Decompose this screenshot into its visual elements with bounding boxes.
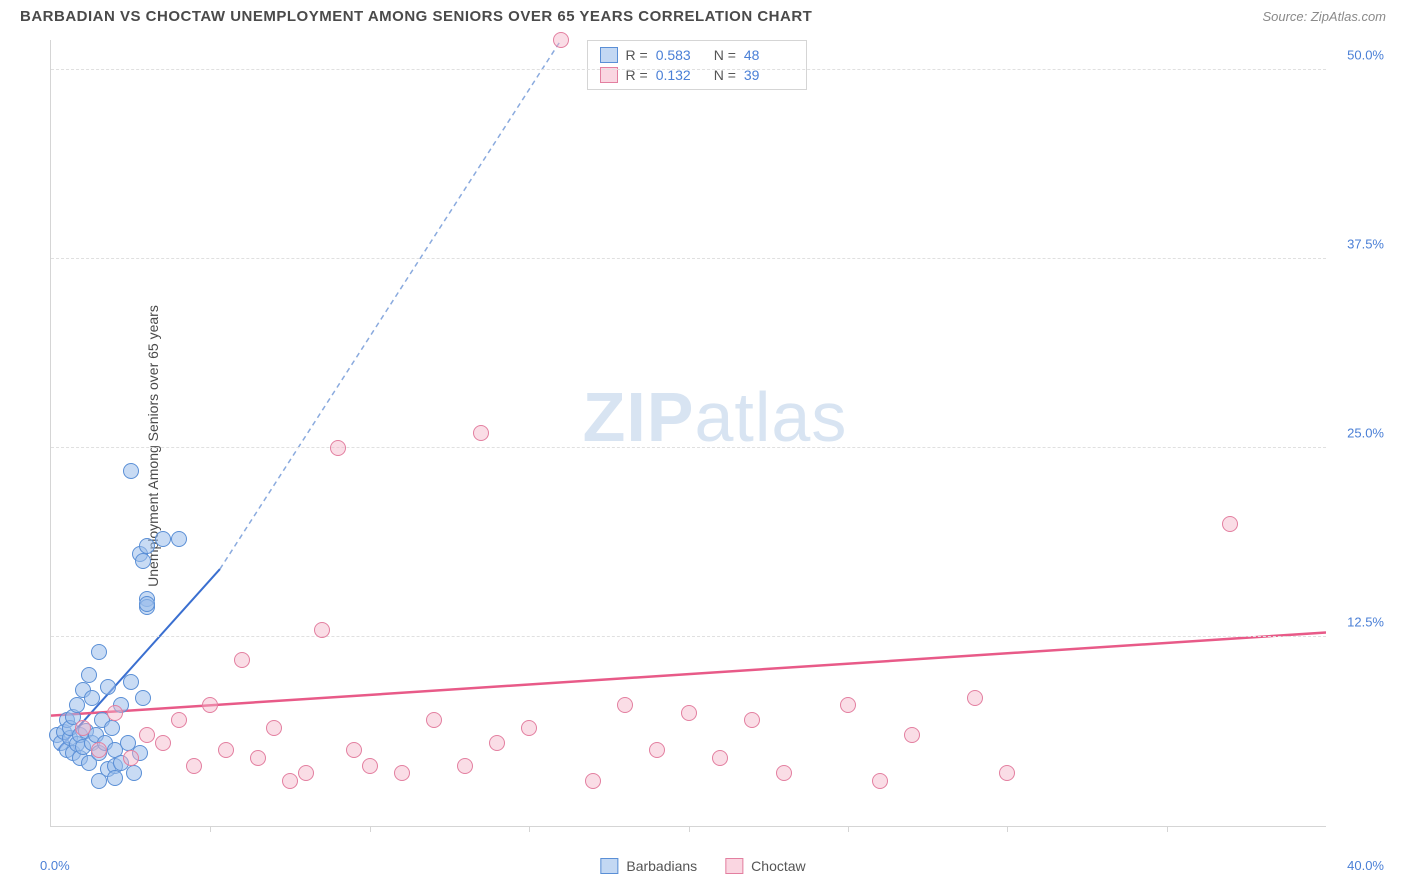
data-point — [681, 705, 697, 721]
data-point — [330, 440, 346, 456]
x-tick — [1167, 826, 1168, 832]
watermark-zip: ZIP — [583, 378, 695, 456]
data-point — [266, 720, 282, 736]
chart-title: BARBADIAN VS CHOCTAW UNEMPLOYMENT AMONG … — [20, 8, 812, 25]
corr-legend-row: R = 0.132 N = 39 — [600, 65, 794, 85]
data-point — [155, 531, 171, 547]
y-tick-label: 25.0% — [1347, 426, 1384, 441]
r-label: R = — [626, 47, 648, 63]
data-point — [234, 652, 250, 668]
data-point — [171, 531, 187, 547]
legend-item: Choctaw — [725, 858, 805, 874]
legend-swatch — [600, 858, 618, 874]
chart-area: ZIPatlas R = 0.583 N = 48 R = 0.132 N = … — [50, 40, 1326, 827]
data-point — [649, 742, 665, 758]
data-point — [314, 622, 330, 638]
x-tick — [529, 826, 530, 832]
data-point — [585, 773, 601, 789]
legend-item: Barbadians — [600, 858, 697, 874]
data-point — [139, 538, 155, 554]
data-point — [362, 758, 378, 774]
data-point — [123, 463, 139, 479]
data-point — [967, 690, 983, 706]
data-point — [250, 750, 266, 766]
data-point — [282, 773, 298, 789]
data-point — [107, 770, 123, 786]
data-point — [218, 742, 234, 758]
watermark-atlas: atlas — [694, 378, 847, 456]
data-point — [298, 765, 314, 781]
data-point — [712, 750, 728, 766]
x-tick — [848, 826, 849, 832]
data-point — [489, 735, 505, 751]
data-point — [617, 697, 633, 713]
data-point — [104, 720, 120, 736]
x-max-label: 40.0% — [1347, 858, 1384, 873]
gridline — [51, 447, 1326, 448]
series-legend: Barbadians Choctaw — [600, 858, 805, 874]
x-tick — [210, 826, 211, 832]
data-point — [999, 765, 1015, 781]
gridline — [51, 636, 1326, 637]
data-point — [91, 742, 107, 758]
data-point — [473, 425, 489, 441]
legend-swatch — [600, 47, 618, 63]
data-point — [202, 697, 218, 713]
source-attribution: Source: ZipAtlas.com — [1262, 9, 1386, 24]
data-point — [69, 697, 85, 713]
watermark: ZIPatlas — [583, 377, 848, 457]
x-origin-label: 0.0% — [40, 858, 70, 873]
n-value: 48 — [744, 47, 794, 63]
correlation-legend: R = 0.583 N = 48 R = 0.132 N = 39 — [587, 40, 807, 90]
legend-swatch — [725, 858, 743, 874]
data-point — [107, 705, 123, 721]
data-point — [744, 712, 760, 728]
data-point — [126, 765, 142, 781]
data-point — [840, 697, 856, 713]
plot-area: ZIPatlas R = 0.583 N = 48 R = 0.132 N = … — [50, 40, 1326, 827]
n-label: N = — [714, 47, 736, 63]
data-point — [186, 758, 202, 774]
legend-label: Choctaw — [751, 858, 805, 874]
legend-label: Barbadians — [626, 858, 697, 874]
data-point — [91, 644, 107, 660]
x-tick — [689, 826, 690, 832]
data-point — [553, 32, 569, 48]
data-point — [457, 758, 473, 774]
chart-header: BARBADIAN VS CHOCTAW UNEMPLOYMENT AMONG … — [0, 0, 1406, 29]
data-point — [1222, 516, 1238, 532]
data-point — [155, 735, 171, 751]
data-point — [100, 679, 116, 695]
y-tick-label: 37.5% — [1347, 237, 1384, 252]
data-point — [904, 727, 920, 743]
data-point — [346, 742, 362, 758]
data-point — [81, 667, 97, 683]
data-point — [426, 712, 442, 728]
data-point — [139, 727, 155, 743]
data-point — [123, 750, 139, 766]
gridline — [51, 258, 1326, 259]
data-point — [394, 765, 410, 781]
y-tick-label: 12.5% — [1347, 615, 1384, 630]
data-point — [139, 596, 155, 612]
data-point — [75, 720, 91, 736]
data-point — [872, 773, 888, 789]
data-point — [91, 773, 107, 789]
y-tick-label: 50.0% — [1347, 48, 1384, 63]
data-point — [123, 674, 139, 690]
data-point — [135, 553, 151, 569]
r-value: 0.583 — [656, 47, 706, 63]
data-point — [776, 765, 792, 781]
x-tick — [1007, 826, 1008, 832]
data-point — [171, 712, 187, 728]
data-point — [135, 690, 151, 706]
x-tick — [370, 826, 371, 832]
data-point — [84, 690, 100, 706]
corr-legend-row: R = 0.583 N = 48 — [600, 45, 794, 65]
data-point — [521, 720, 537, 736]
gridline — [51, 69, 1326, 70]
